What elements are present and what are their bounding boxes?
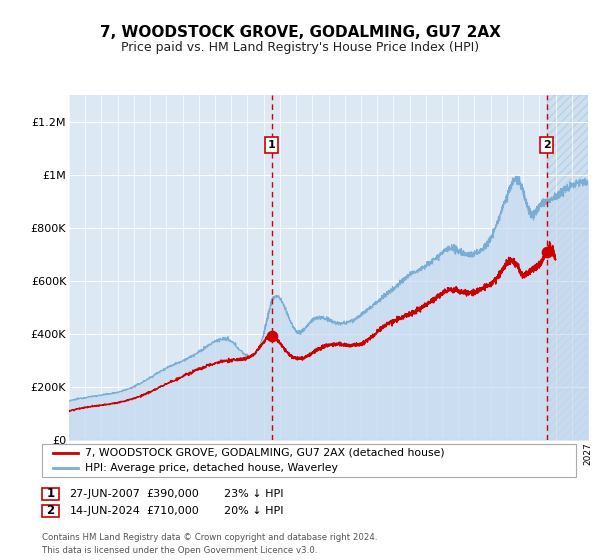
Text: 7, WOODSTOCK GROVE, GODALMING, GU7 2AX: 7, WOODSTOCK GROVE, GODALMING, GU7 2AX (100, 25, 500, 40)
Text: £710,000: £710,000 (146, 506, 199, 516)
Text: 23% ↓ HPI: 23% ↓ HPI (224, 489, 283, 499)
Text: Price paid vs. HM Land Registry's House Price Index (HPI): Price paid vs. HM Land Registry's House … (121, 41, 479, 54)
Point (542, 247, 551, 256)
Text: 20% ↓ HPI: 20% ↓ HPI (224, 506, 283, 516)
Text: 1: 1 (46, 487, 55, 501)
Bar (547, 95, 588, 440)
Text: 14-JUN-2024: 14-JUN-2024 (70, 506, 140, 516)
Text: HPI: Average price, detached house, Waverley: HPI: Average price, detached house, Wave… (85, 463, 338, 473)
Text: 1: 1 (268, 140, 275, 150)
Text: Contains HM Land Registry data © Crown copyright and database right 2024.
This d: Contains HM Land Registry data © Crown c… (42, 533, 377, 554)
Text: 27-JUN-2007: 27-JUN-2007 (70, 489, 140, 499)
Point (267, 332, 277, 340)
Text: 2: 2 (46, 504, 55, 517)
Bar (547, 95, 588, 440)
Text: £390,000: £390,000 (146, 489, 199, 499)
Text: 7, WOODSTOCK GROVE, GODALMING, GU7 2AX (detached house): 7, WOODSTOCK GROVE, GODALMING, GU7 2AX (… (85, 448, 445, 458)
Text: 2: 2 (543, 140, 551, 150)
